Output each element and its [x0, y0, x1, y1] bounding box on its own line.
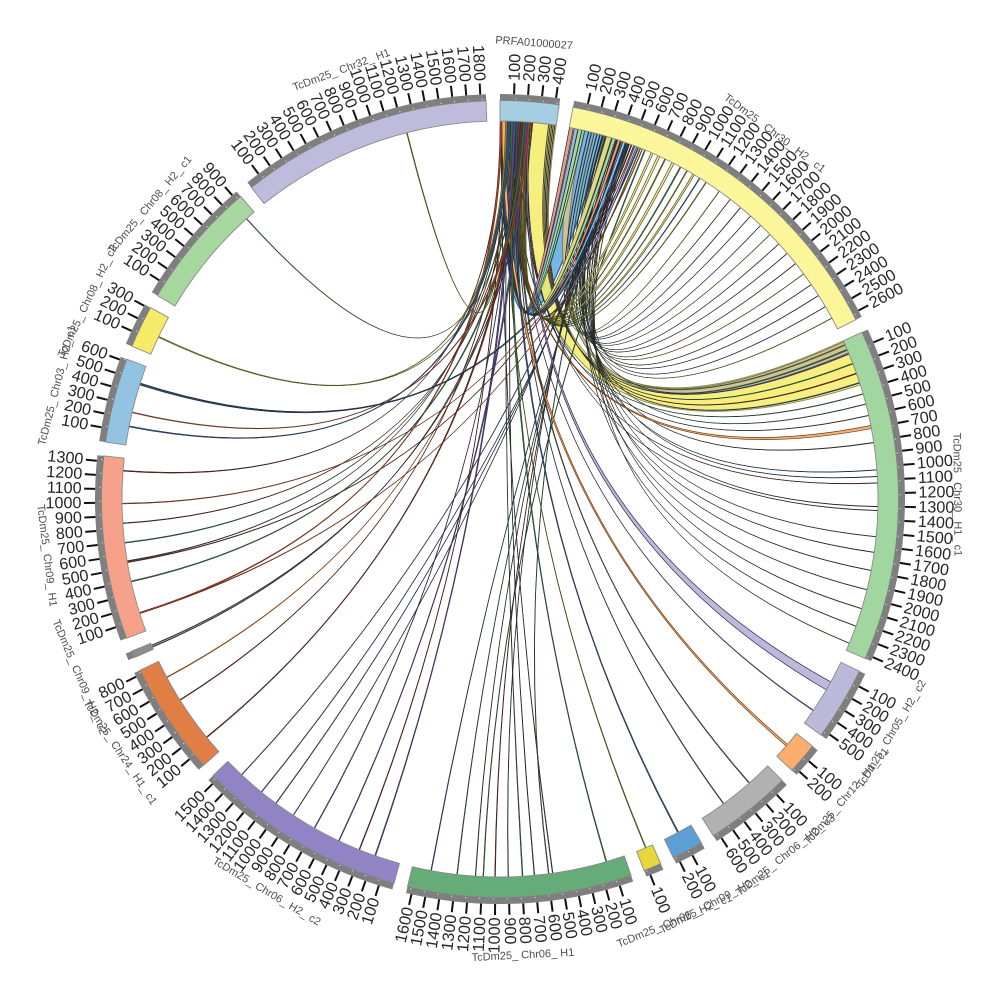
- svg-text:TcDm25_ Chr30_ H1_ c1: TcDm25_ Chr30_ H1_ c1: [950, 433, 963, 557]
- svg-text:400: 400: [549, 57, 571, 86]
- svg-text:1800: 1800: [469, 45, 489, 82]
- svg-text:1300: 1300: [47, 447, 85, 468]
